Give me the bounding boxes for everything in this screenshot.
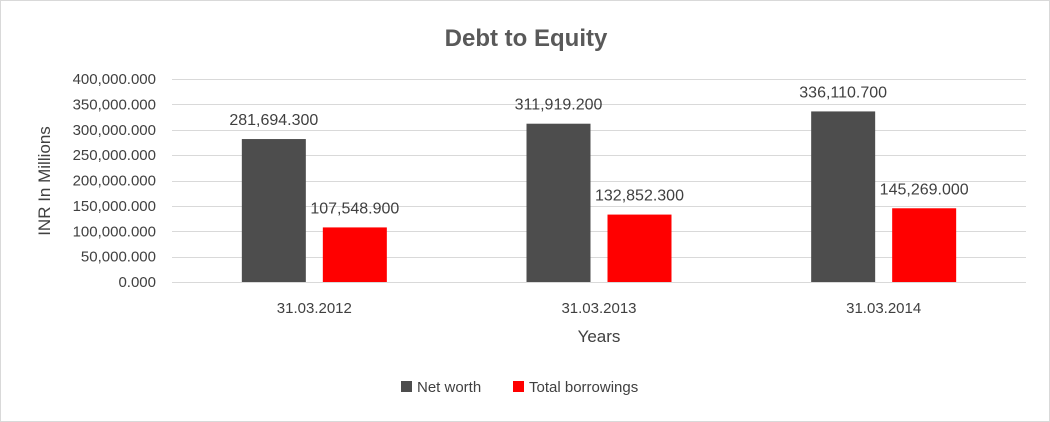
- bar-total-borrowings: [322, 227, 387, 282]
- y-tick-label: 150,000.000: [73, 198, 156, 215]
- legend-label: Total borrowings: [529, 379, 638, 396]
- x-tick-labels: 31.03.2012 31.03.2013 31.03.2014: [277, 300, 921, 317]
- y-axis-label: INR In Millions: [35, 126, 54, 236]
- bars: [241, 111, 957, 282]
- data-label: 107,548.900: [310, 200, 399, 217]
- legend-swatch: [401, 381, 412, 392]
- data-label: 132,852.300: [595, 188, 684, 205]
- y-tick-labels: 0.000 50,000.000 100,000.000 150,000.000 200…: [73, 71, 156, 291]
- y-tick-label: 250,000.000: [73, 147, 156, 164]
- x-tick-label: 31.03.2013: [561, 300, 636, 317]
- legend: Net worth Total borrowings: [401, 379, 638, 396]
- x-axis-label: Years: [578, 327, 621, 346]
- bar-net-worth: [526, 123, 591, 282]
- y-tick-label: 400,000.000: [73, 71, 156, 88]
- y-tick-label: 100,000.000: [73, 223, 156, 240]
- y-tick-label: 0.000: [118, 274, 156, 291]
- bar-net-worth: [811, 111, 876, 282]
- data-label: 145,269.000: [880, 181, 969, 198]
- y-tick-label: 300,000.000: [73, 122, 156, 139]
- chart-title: Debt to Equity: [445, 25, 608, 52]
- data-label: 281,694.300: [229, 112, 318, 129]
- bar-net-worth: [241, 139, 306, 282]
- grid-layer: [172, 79, 1026, 283]
- y-tick-label: 350,000.000: [73, 96, 156, 113]
- data-label: 336,110.700: [799, 84, 887, 101]
- y-tick-label: 50,000.000: [81, 249, 156, 266]
- legend-item: Net worth: [401, 379, 481, 396]
- data-labels: 281,694.300 107,548.900 311,919.200 132,852…: [229, 84, 968, 217]
- bar-total-borrowings: [607, 214, 672, 282]
- data-label: 311,919.200: [515, 97, 603, 114]
- y-tick-label: 200,000.000: [73, 173, 156, 190]
- legend-label: Net worth: [417, 379, 481, 396]
- bar-total-borrowings: [892, 208, 957, 282]
- x-tick-label: 31.03.2014: [846, 300, 921, 317]
- legend-item: Total borrowings: [513, 379, 638, 396]
- x-tick-label: 31.03.2012: [277, 300, 352, 317]
- legend-swatch: [513, 381, 524, 392]
